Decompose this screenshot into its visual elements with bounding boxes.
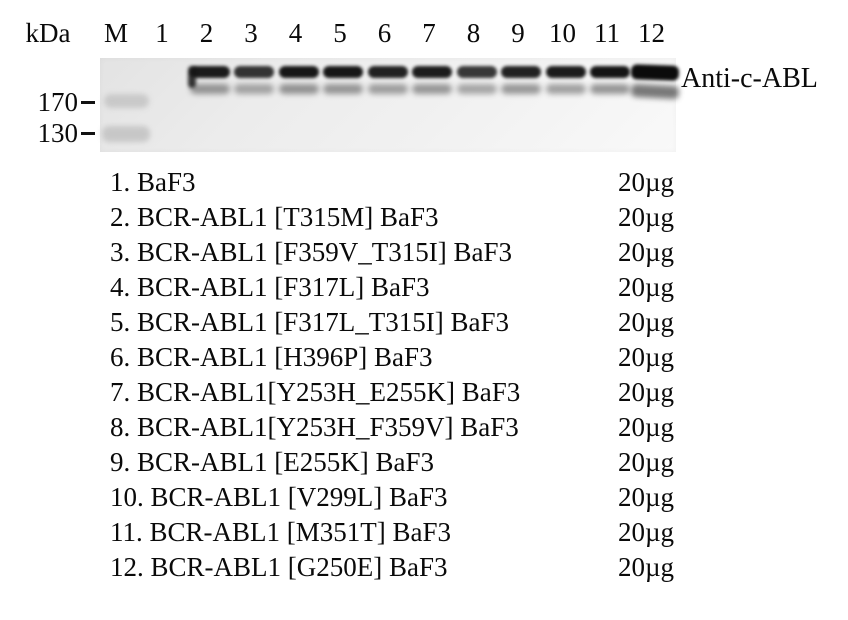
lane-number-1: 1: [155, 18, 169, 48]
lane-number-9: 9: [511, 18, 525, 48]
band-lower-lane-4: [278, 84, 319, 94]
band-upper-lane-9: [501, 66, 541, 78]
legend-row-1: 1. BaF3 20µg: [110, 165, 750, 200]
band-lower-lane-8: [456, 84, 497, 94]
legend-amount: 20µg: [618, 412, 675, 442]
lane-number-7: 7: [422, 18, 436, 48]
legend-sample-label: 2. BCR-ABL1 [T315M] BaF3: [110, 202, 439, 232]
legend-amount: 20µg: [618, 307, 675, 337]
band-lower-lane-2: [189, 84, 230, 94]
lane-number-12: 12: [638, 18, 665, 48]
marker-band-170kda: [104, 94, 149, 108]
lane-number-11: 11: [594, 18, 620, 48]
band-upper-lane-6: [367, 66, 408, 78]
band-lower-lane-5: [323, 84, 363, 94]
legend-amount: 20µg: [618, 237, 675, 267]
legend-row-4: 4. BCR-ABL1 [F317L] BaF3 20µg: [110, 270, 750, 305]
blot-image: [100, 58, 679, 152]
legend-row-5: 5. BCR-ABL1 [F317L_T315I] BaF3 20µg: [110, 305, 750, 340]
legend-amount: 20µg: [618, 167, 675, 197]
antibody-label: Anti-c-ABL: [681, 63, 818, 94]
legend-row-11: 11. BCR-ABL1 [M351T] BaF3 20µg: [110, 515, 750, 550]
lane-number-3: 3: [244, 18, 258, 48]
band-upper-lane-3: [234, 66, 274, 78]
marker-lane-label: M: [103, 18, 129, 48]
band-lower-lane-3: [234, 84, 274, 94]
mw-tick-130: [81, 132, 95, 135]
band-upper-lane-11: [590, 66, 630, 78]
band-lower-lane-6: [367, 84, 408, 94]
legend-sample-label: 1. BaF3: [110, 167, 196, 197]
legend-amount: 20µg: [618, 482, 675, 512]
legend-sample-label: 10. BCR-ABL1 [V299L] BaF3: [110, 482, 448, 512]
legend-sample-label: 6. BCR-ABL1 [H396P] BaF3: [110, 342, 433, 372]
lane-number-10: 10: [549, 18, 576, 48]
sample-legend: 1. BaF3 20µg 2. BCR-ABL1 [T315M] BaF3 20µg 3…: [110, 165, 750, 585]
band-upper-lane-12: [630, 64, 679, 81]
legend-amount: 20µg: [618, 447, 675, 477]
band-smudge-lane-2: [187, 66, 196, 88]
band-upper-lane-4: [278, 66, 319, 78]
band-lower-lane-9: [501, 84, 541, 94]
legend-amount: 20µg: [618, 202, 675, 232]
legend-amount: 20µg: [618, 377, 675, 407]
band-upper-lane-5: [323, 66, 363, 78]
legend-sample-label: 7. BCR-ABL1[Y253H_E255K] BaF3: [110, 377, 521, 407]
marker-band-130kda: [102, 126, 150, 142]
mw-tick-170: [81, 101, 95, 104]
legend-sample-label: 9. BCR-ABL1 [E255K] BaF3: [110, 447, 434, 477]
legend-row-8: 8. BCR-ABL1[Y253H_F359V] BaF3 20µg: [110, 410, 750, 445]
legend-amount: 20µg: [618, 517, 675, 547]
legend-row-7: 7. BCR-ABL1[Y253H_E255K] BaF3 20µg: [110, 375, 750, 410]
legend-sample-label: 4. BCR-ABL1 [F317L] BaF3: [110, 272, 430, 302]
band-upper-lane-2: [189, 66, 230, 78]
legend-row-2: 2. BCR-ABL1 [T315M] BaF3 20µg: [110, 200, 750, 235]
band-lower-lane-10: [545, 84, 586, 94]
band-upper-lane-10: [545, 66, 586, 78]
lane-number-4: 4: [288, 18, 303, 48]
legend-row-10: 10. BCR-ABL1 [V299L] BaF3 20µg: [110, 480, 750, 515]
legend-sample-label: 8. BCR-ABL1[Y253H_F359V] BaF3: [110, 412, 519, 442]
legend-amount: 20µg: [618, 342, 675, 372]
legend-row-6: 6. BCR-ABL1 [H396P] BaF3 20µg: [110, 340, 750, 375]
lane-number-8: 8: [466, 18, 481, 48]
legend-sample-label: 5. BCR-ABL1 [F317L_T315I] BaF3: [110, 307, 510, 337]
legend-row-9: 9. BCR-ABL1 [E255K] BaF3 20µg: [110, 445, 750, 480]
legend-amount: 20µg: [618, 552, 675, 582]
legend-sample-label: 11. BCR-ABL1 [M351T] BaF3: [110, 517, 452, 547]
band-upper-lane-7: [412, 66, 452, 78]
legend-sample-label: 12. BCR-ABL1 [G250E] BaF3: [110, 552, 448, 582]
legend-sample-label: 3. BCR-ABL1 [F359V_T315I] BaF3: [110, 237, 513, 267]
kda-unit-label: kDa: [25, 18, 71, 48]
band-upper-lane-8: [456, 66, 497, 78]
lane-number-5: 5: [333, 18, 347, 48]
mw-label-170: 170: [37, 87, 79, 117]
mw-label-130: 130: [37, 118, 79, 148]
legend-amount: 20µg: [618, 272, 675, 302]
lane-number-6: 6: [377, 18, 392, 48]
band-lower-lane-11: [590, 84, 630, 94]
lane-number-2: 2: [199, 18, 214, 48]
band-lower-lane-12: [630, 83, 679, 100]
band-lower-lane-7: [412, 84, 452, 94]
legend-row-12: 12. BCR-ABL1 [G250E] BaF3 20µg: [110, 550, 750, 585]
legend-row-3: 3. BCR-ABL1 [F359V_T315I] BaF3 20µg: [110, 235, 750, 270]
